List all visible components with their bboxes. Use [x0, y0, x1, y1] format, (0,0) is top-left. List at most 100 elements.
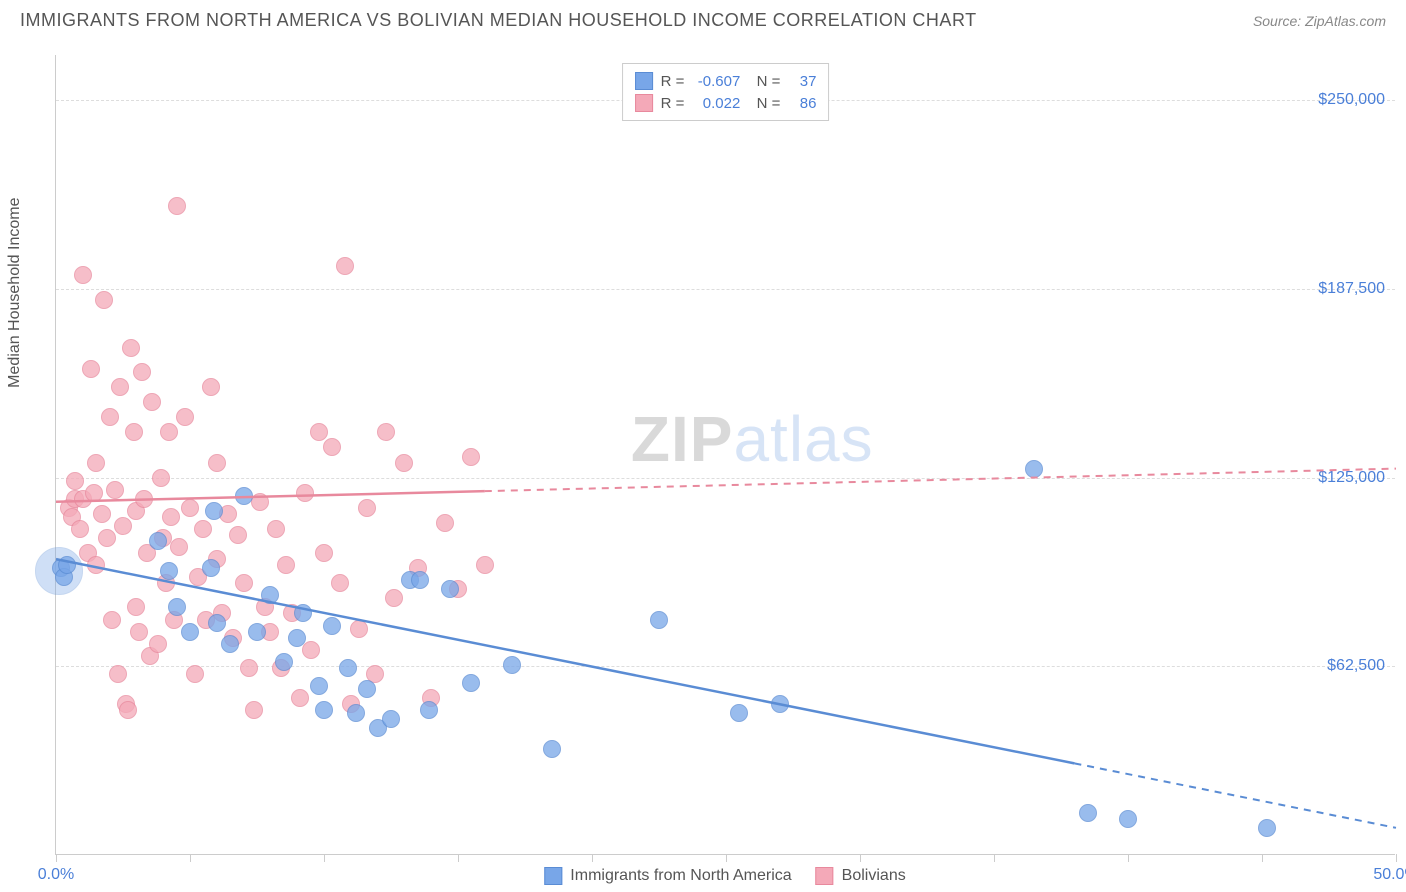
- data-point: [181, 499, 199, 517]
- xtick: [190, 854, 191, 862]
- legend-swatch: [544, 867, 562, 885]
- data-point: [122, 339, 140, 357]
- data-point: [358, 680, 376, 698]
- legend-n-value: 37: [788, 73, 816, 90]
- data-point: [168, 197, 186, 215]
- ytick-label: $125,000: [1318, 469, 1385, 487]
- data-point: [119, 701, 137, 719]
- data-point: [186, 665, 204, 683]
- data-point: [202, 559, 220, 577]
- data-point: [74, 266, 92, 284]
- data-point: [436, 514, 454, 532]
- data-point: [160, 562, 178, 580]
- source-label: Source: ZipAtlas.com: [1253, 13, 1386, 29]
- data-point: [315, 544, 333, 562]
- data-point: [221, 635, 239, 653]
- data-point: [476, 556, 494, 574]
- data-point: [235, 574, 253, 592]
- data-point: [181, 623, 199, 641]
- data-point: [85, 484, 103, 502]
- legend-correlation: R =-0.607 N =37R =0.022 N =86: [622, 63, 830, 121]
- data-point: [420, 701, 438, 719]
- data-point: [441, 580, 459, 598]
- data-point: [347, 704, 365, 722]
- xtick: [56, 854, 57, 862]
- data-point: [111, 378, 129, 396]
- data-point: [194, 520, 212, 538]
- data-point: [277, 556, 295, 574]
- data-point: [58, 556, 76, 574]
- data-point: [98, 529, 116, 547]
- data-point: [229, 526, 247, 544]
- data-point: [66, 472, 84, 490]
- data-point: [82, 360, 100, 378]
- data-point: [291, 689, 309, 707]
- data-point: [152, 469, 170, 487]
- data-point: [95, 291, 113, 309]
- legend-swatch: [816, 867, 834, 885]
- xtick: [592, 854, 593, 862]
- data-point: [288, 629, 306, 647]
- legend-item: Immigrants from North America: [544, 867, 791, 885]
- legend-stat-label: N =: [748, 73, 780, 90]
- data-point: [411, 571, 429, 589]
- data-point: [331, 574, 349, 592]
- data-point: [315, 701, 333, 719]
- ytick-label: $62,500: [1327, 657, 1385, 675]
- legend-item: Bolivians: [816, 867, 906, 885]
- data-point: [109, 665, 127, 683]
- data-point: [71, 520, 89, 538]
- xtick: [994, 854, 995, 862]
- data-point: [771, 695, 789, 713]
- yaxis-label: Median Household Income: [6, 198, 24, 388]
- data-point: [310, 423, 328, 441]
- data-point: [170, 538, 188, 556]
- ytick-label: $250,000: [1318, 91, 1385, 109]
- xtick-label-start: 0.0%: [38, 866, 74, 884]
- legend-label: Bolivians: [842, 867, 906, 885]
- data-point: [149, 635, 167, 653]
- data-point: [358, 499, 376, 517]
- data-point: [127, 598, 145, 616]
- legend-swatch: [635, 94, 653, 112]
- legend-stat-label: R =: [661, 95, 685, 112]
- data-point: [1079, 804, 1097, 822]
- data-point: [143, 393, 161, 411]
- data-point: [385, 589, 403, 607]
- data-point: [248, 623, 266, 641]
- data-point: [149, 532, 167, 550]
- data-point: [133, 363, 151, 381]
- gridline: [56, 478, 1395, 479]
- data-point: [101, 408, 119, 426]
- data-point: [160, 423, 178, 441]
- data-point: [296, 484, 314, 502]
- xtick-label-end: 50.0%: [1373, 866, 1406, 884]
- xtick: [1262, 854, 1263, 862]
- data-point: [1119, 810, 1137, 828]
- data-point: [240, 659, 258, 677]
- legend-r-value: -0.607: [692, 73, 740, 90]
- xtick: [726, 854, 727, 862]
- legend-row: R = -0.607 N = 37: [635, 70, 817, 92]
- data-point: [382, 710, 400, 728]
- data-point: [135, 490, 153, 508]
- data-point: [205, 502, 223, 520]
- legend-stat-label: R =: [661, 73, 685, 90]
- data-point: [267, 520, 285, 538]
- legend-swatch: [635, 72, 653, 90]
- data-point: [350, 620, 368, 638]
- watermark: ZIPatlas: [631, 402, 874, 476]
- data-point: [294, 604, 312, 622]
- chart-title: IMMIGRANTS FROM NORTH AMERICA VS BOLIVIA…: [20, 10, 977, 31]
- chart-container: Median Household Income ZIPatlas R =-0.6…: [55, 55, 1395, 855]
- data-point: [650, 611, 668, 629]
- data-point: [261, 586, 279, 604]
- data-point: [503, 656, 521, 674]
- legend-series: Immigrants from North America Bolivians: [544, 867, 905, 885]
- legend-r-value: 0.022: [692, 95, 740, 112]
- data-point: [251, 493, 269, 511]
- data-point: [106, 481, 124, 499]
- ytick-label: $187,500: [1318, 280, 1385, 298]
- data-point: [462, 448, 480, 466]
- data-point: [310, 677, 328, 695]
